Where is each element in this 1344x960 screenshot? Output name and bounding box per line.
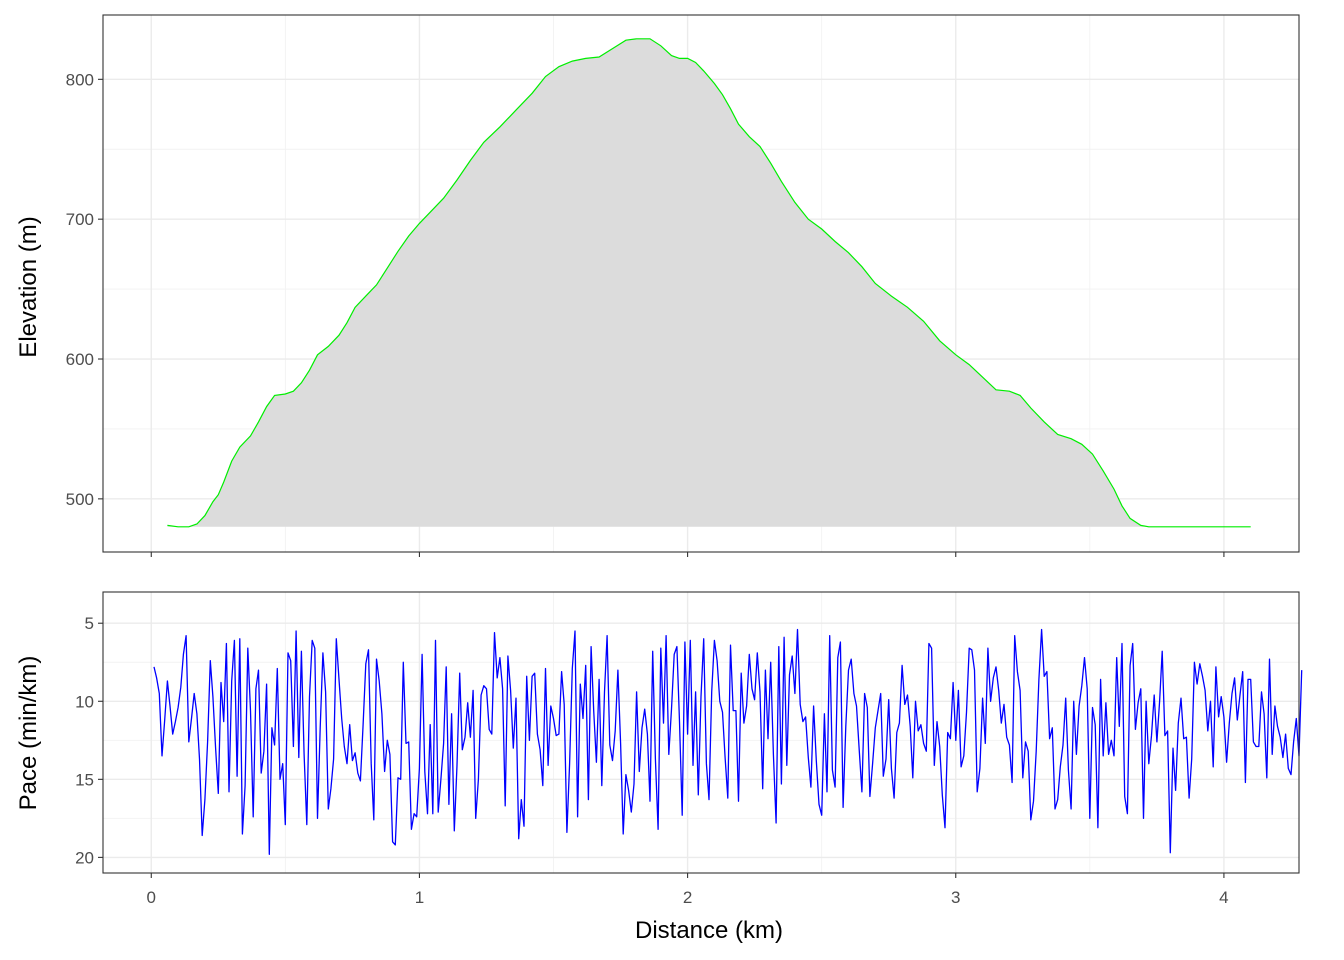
distance-x-tick-label: 3 (951, 888, 960, 907)
elevation-y-tick-label: 700 (66, 210, 94, 229)
pace-axis-title: Pace (min/km) (15, 656, 42, 811)
elevation-y-tick-label: 600 (66, 350, 94, 369)
elevation-line (167, 38, 1251, 528)
pace-y-tick-label: 20 (75, 848, 94, 867)
pace-line (153, 628, 1303, 855)
pace-y-tick-label: 10 (75, 692, 94, 711)
elevation-y-tick-label: 500 (66, 490, 94, 509)
distance-x-tick-label: 1 (415, 888, 424, 907)
pace-ticks: 5 10 15 20 0 1 2 3 4 (75, 614, 1229, 907)
elevation-panel-border (102, 14, 1300, 553)
elevation-panel: 500 600 700 800 (66, 14, 1300, 557)
elevation-ticks: 500 600 700 800 (66, 70, 1225, 557)
pace-panel-background (103, 592, 1299, 873)
elevation-axis-title: Elevation (m) (15, 216, 42, 357)
elevation-area (167, 38, 1251, 527)
distance-x-tick-label: 2 (683, 888, 692, 907)
pace-panel: 5 10 15 20 0 1 2 3 4 (75, 591, 1303, 907)
distance-x-tick-label: 0 (147, 888, 156, 907)
pace-y-tick-label: 15 (75, 770, 94, 789)
pace-panel-border (102, 591, 1300, 874)
elevation-y-tick-label: 800 (66, 70, 94, 89)
distance-x-tick-label: 4 (1219, 888, 1228, 907)
distance-axis-title: Distance (km) (635, 917, 783, 944)
pace-y-tick-label: 5 (85, 614, 94, 633)
